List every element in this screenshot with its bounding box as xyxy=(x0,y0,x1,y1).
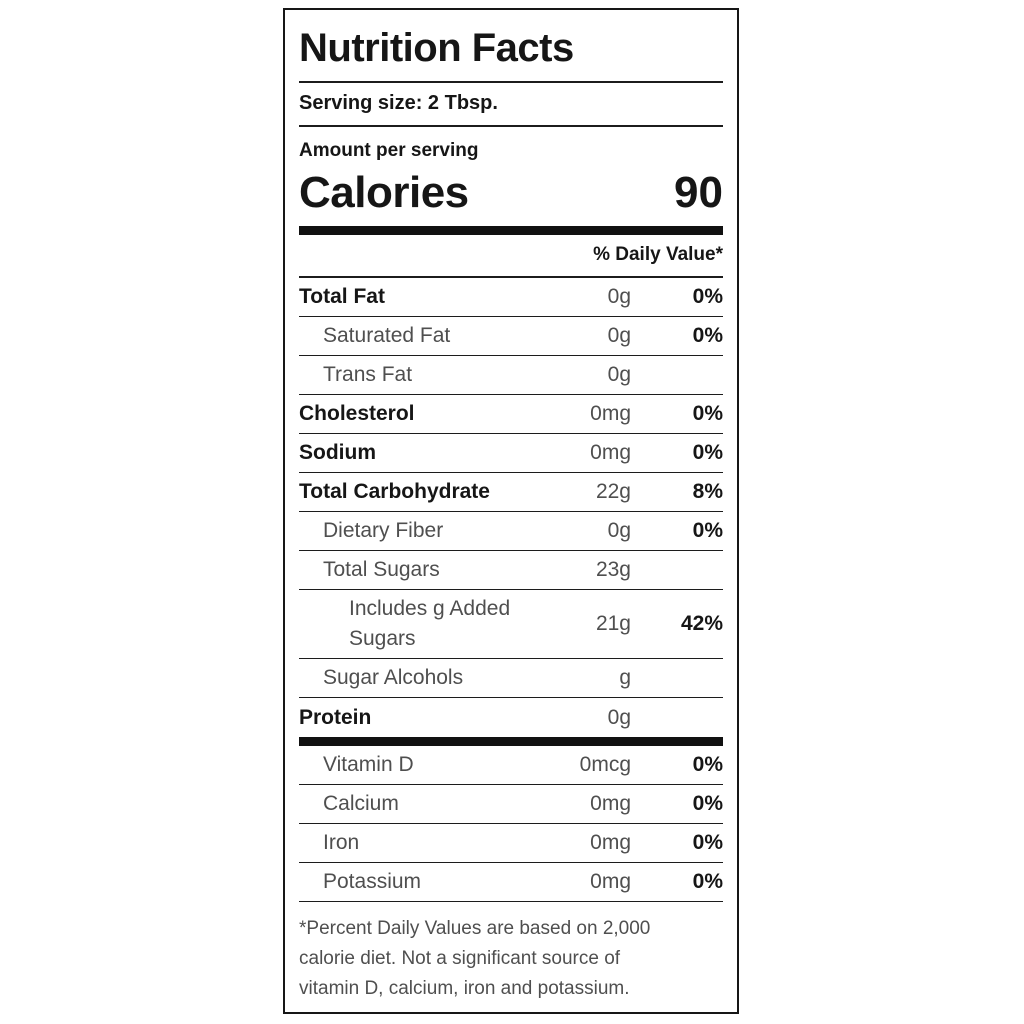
serving-size-text: Serving size: 2 Tbsp. xyxy=(299,83,723,127)
nutrient-amount: g xyxy=(619,666,631,689)
nutrient-dv: 0% xyxy=(692,285,723,308)
nutrient-amount: 0mcg xyxy=(579,753,631,776)
amount-per-serving-text: Amount per serving xyxy=(299,140,479,161)
nutrient-row-protein: Protein 0g xyxy=(299,698,723,737)
nutrient-row-calcium: Calcium 0mg 0% xyxy=(299,785,723,824)
nutrient-row-saturated-fat: Saturated Fat 0g 0% xyxy=(299,317,723,356)
nutrient-amount: 0g xyxy=(607,363,631,386)
nutrient-row-vitamin-d: Vitamin D 0mcg 0% xyxy=(299,746,723,785)
nutrient-name: Includes g Added Sugars xyxy=(349,597,511,650)
nutrient-dv: 0% xyxy=(692,792,723,815)
footnote-text: *Percent Daily Values are based on 2,000… xyxy=(299,918,651,999)
nutrient-name: Total Sugars xyxy=(323,558,440,581)
nutrient-row-total-fat: Total Fat 0g 0% xyxy=(299,278,723,317)
nutrient-name: Calcium xyxy=(323,792,399,815)
nutrient-row-dietary-fiber: Dietary Fiber 0g 0% xyxy=(299,512,723,551)
divider xyxy=(299,81,723,83)
nutrient-amount: 22g xyxy=(595,480,631,503)
label-title: Nutrition Facts xyxy=(299,26,574,70)
nutrient-dv: 0% xyxy=(692,324,723,347)
nutrient-rows: Total Fat 0g 0% Saturated Fat 0g 0% Tran… xyxy=(299,278,723,902)
nutrient-row-total-carbohydrate: Total Carbohydrate 22g 8% xyxy=(299,473,723,512)
nutrient-dv: 0% xyxy=(692,753,723,776)
nutrient-amount: 0mg xyxy=(590,792,631,815)
nutrient-name: Trans Fat xyxy=(323,363,413,386)
nutrient-row-sugar-alcohols: Sugar Alcohols g xyxy=(299,659,723,698)
nutrient-name: Total Carbohydrate xyxy=(299,480,490,503)
nutrient-amount: 23g xyxy=(595,558,631,581)
nutrient-amount: 0g xyxy=(607,705,631,729)
daily-value-header: % Daily Value* xyxy=(299,235,723,278)
nutrient-amount: 21g xyxy=(595,612,631,635)
nutrient-dv: 0% xyxy=(692,402,723,425)
nutrient-amount: 0mg xyxy=(590,441,631,464)
nutrient-name: Saturated Fat xyxy=(323,324,451,347)
nutrient-dv: 0% xyxy=(692,831,723,854)
nutrient-amount: 0mg xyxy=(590,402,631,425)
nutrient-name: Vitamin D xyxy=(323,753,414,776)
nutrient-amount: 0g xyxy=(607,519,631,542)
nutrient-name: Dietary Fiber xyxy=(323,519,444,542)
nutrient-row-trans-fat: Trans Fat 0g xyxy=(299,356,723,395)
nutrition-facts-label: Nutrition Facts Serving size: 2 Tbsp. Am… xyxy=(283,8,739,1014)
nutrient-name: Total Fat xyxy=(299,285,385,308)
nutrient-row-potassium: Potassium 0mg 0% xyxy=(299,863,723,902)
nutrient-row-total-sugars: Total Sugars 23g xyxy=(299,551,723,590)
nutrient-dv: 8% xyxy=(692,480,723,503)
nutrient-row-cholesterol: Cholesterol 0mg 0% xyxy=(299,395,723,434)
nutrient-dv: 0% xyxy=(692,519,723,542)
nutrient-name: Sodium xyxy=(299,441,376,464)
nutrient-amount: 0g xyxy=(607,324,631,347)
nutrient-amount: 0g xyxy=(607,285,631,308)
thick-separator-bar xyxy=(299,226,723,235)
nutrient-amount: 0mg xyxy=(590,831,631,854)
nutrient-name: Protein xyxy=(299,705,372,729)
thick-separator-bar xyxy=(299,737,723,746)
calories-label: Calories xyxy=(299,168,469,217)
nutrient-dv: 42% xyxy=(680,612,723,635)
nutrient-row-includes-g-added-sugars: Includes g Added Sugars 21g 42% xyxy=(299,590,723,659)
nutrient-name: Cholesterol xyxy=(299,402,415,425)
nutrient-amount: 0mg xyxy=(590,870,631,893)
nutrient-row-iron: Iron 0mg 0% xyxy=(299,824,723,863)
nutrient-dv: 0% xyxy=(692,870,723,893)
calories-value: 90 xyxy=(674,168,723,217)
calories-row: Calories 90 xyxy=(299,162,723,226)
nutrient-name: Potassium xyxy=(323,870,422,893)
nutrient-name: Iron xyxy=(323,831,360,854)
nutrient-row-sodium: Sodium 0mg 0% xyxy=(299,434,723,473)
nutrient-dv: 0% xyxy=(692,441,723,464)
nutrient-name: Sugar Alcohols xyxy=(323,666,464,689)
